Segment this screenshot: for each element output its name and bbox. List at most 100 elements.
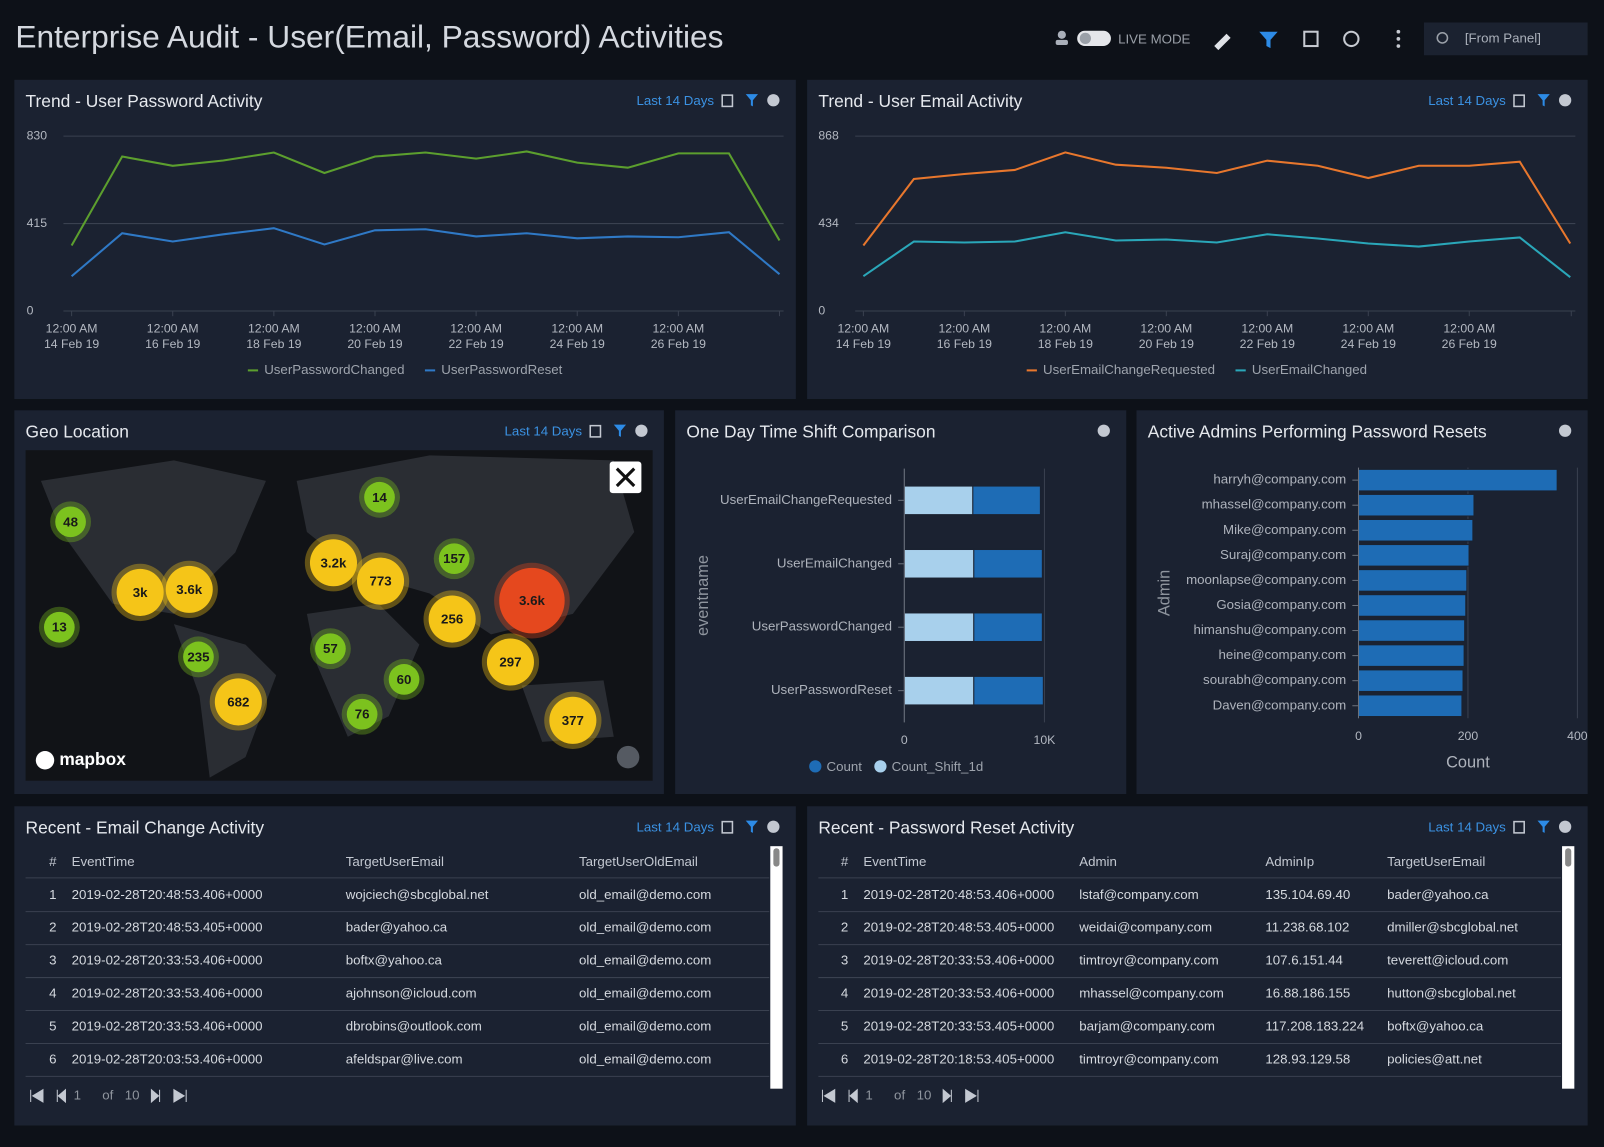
filter-icon[interactable] [1537,820,1550,833]
filter-icon[interactable] [745,94,759,107]
info-icon[interactable] [1558,424,1572,437]
x-tick-label: 12:00 AM 22 Feb 19 [1240,322,1295,351]
cluster[interactable] [214,678,262,726]
info-icon[interactable] [767,94,780,107]
share-icon[interactable] [1303,30,1319,48]
cluster[interactable] [438,543,470,575]
table-cell: 2019-02-28T20:18:53.405+0000 [863,1052,1054,1067]
attribution-icon[interactable] [616,745,640,769]
x-tick-label: 12:00 AM 26 Feb 19 [651,322,706,351]
cluster[interactable] [165,565,213,613]
legend-label[interactable]: Count_Shift_1d [892,759,984,774]
cluster[interactable] [183,641,214,673]
more-icon[interactable] [1396,29,1401,34]
cluster[interactable] [549,696,597,744]
cluster[interactable] [315,633,346,665]
y-axis-title: Admin [1155,570,1173,616]
page-number[interactable]: 1 [865,1087,872,1102]
y-axis-title: eventname [694,555,712,636]
time-range[interactable]: Last 14 Days [637,93,715,108]
filter-icon[interactable] [745,820,759,833]
bar-segment [973,612,1043,643]
table-cell: 16.88.186.155 [1265,986,1350,1001]
cluster[interactable] [428,595,476,643]
next-page[interactable] [150,1088,161,1104]
info-icon[interactable] [767,820,780,833]
cluster[interactable] [346,698,378,730]
page-total: 10 [125,1087,140,1102]
last-page[interactable] [965,1088,979,1103]
y-tick-label: 0 [27,303,34,317]
y-tick-label: UserPasswordReset [771,682,892,697]
legend-label[interactable]: Count [827,759,863,774]
prev-page[interactable] [848,1088,858,1104]
page-number[interactable]: 1 [74,1087,81,1102]
cluster[interactable] [43,611,75,643]
more-icon-dot [1396,44,1401,48]
scrollbar-thumb[interactable] [773,848,780,867]
time-range[interactable]: Last 14 Days [637,819,715,834]
y-tick-label: 0 [818,303,825,317]
legend-label[interactable]: UserPasswordChanged [264,362,404,377]
refresh-icon[interactable] [1343,30,1360,48]
prev-page[interactable] [56,1088,66,1104]
legend-label[interactable]: UserEmailChangeRequested [1043,362,1215,377]
info-icon[interactable] [1558,820,1572,833]
table-cell: old_email@demo.com [579,986,711,1001]
first-page[interactable] [30,1088,44,1103]
scrollbar-track[interactable] [770,846,783,1089]
details-icon[interactable] [721,820,734,834]
time-range[interactable]: Last 14 Days [505,423,583,438]
cluster-label: 157 [443,551,465,566]
legend-label[interactable]: UserPasswordReset [441,362,562,377]
user-icon[interactable] [1057,30,1066,39]
table-cell: 6 [49,1052,56,1067]
bar-segment [973,675,1044,706]
info-icon[interactable] [1558,94,1572,107]
info-icon[interactable] [635,424,648,437]
table-cell: 1 [841,887,848,902]
time-range[interactable]: Last 14 Days [1428,819,1506,834]
edit-icon[interactable] [1214,33,1231,51]
y-tick-label: heine@company.com [1219,647,1347,662]
x-tick-label: 400 [1567,729,1588,743]
y-tick-label: Mike@company.com [1223,522,1346,537]
table-cell: afeldspar@live.com [346,1052,463,1067]
cluster[interactable] [486,638,534,686]
column-header: TargetUserEmail [1387,854,1485,869]
cluster[interactable] [309,539,358,587]
table-cell: 4 [841,986,848,1001]
cluster-label: 14 [372,490,387,505]
cluster[interactable] [388,664,420,695]
details-icon[interactable] [721,94,734,108]
fullscreen-icon [615,467,636,488]
filter-icon[interactable] [613,424,627,437]
first-page[interactable] [821,1088,836,1103]
cluster[interactable] [116,568,164,616]
bar-segment [903,675,975,706]
info-icon[interactable] [1097,424,1110,437]
cluster[interactable] [499,567,565,634]
next-page[interactable] [942,1088,952,1104]
table-cell: old_email@demo.com [579,887,711,902]
table-cell: 107.6.151.44 [1265,953,1343,968]
details-icon[interactable] [1513,820,1525,834]
last-page[interactable] [173,1088,187,1103]
cluster[interactable] [55,506,86,538]
cluster[interactable] [364,481,395,513]
panel [675,410,1127,794]
time-range-box[interactable] [1423,22,1588,56]
filter-icon[interactable] [1537,94,1550,107]
cluster[interactable] [357,557,405,605]
details-icon[interactable] [1513,94,1525,108]
table-cell: 2019-02-28T20:48:53.406+0000 [863,887,1054,902]
cluster-label: 377 [562,713,584,728]
legend-swatch [809,760,822,773]
scrollbar-thumb[interactable] [1565,848,1572,867]
details-icon[interactable] [589,424,602,438]
scrollbar-track[interactable] [1562,846,1575,1089]
filter-icon[interactable] [1259,31,1278,49]
legend-label[interactable]: UserEmailChanged [1252,362,1367,377]
time-range[interactable]: Last 14 Days [1428,93,1506,108]
